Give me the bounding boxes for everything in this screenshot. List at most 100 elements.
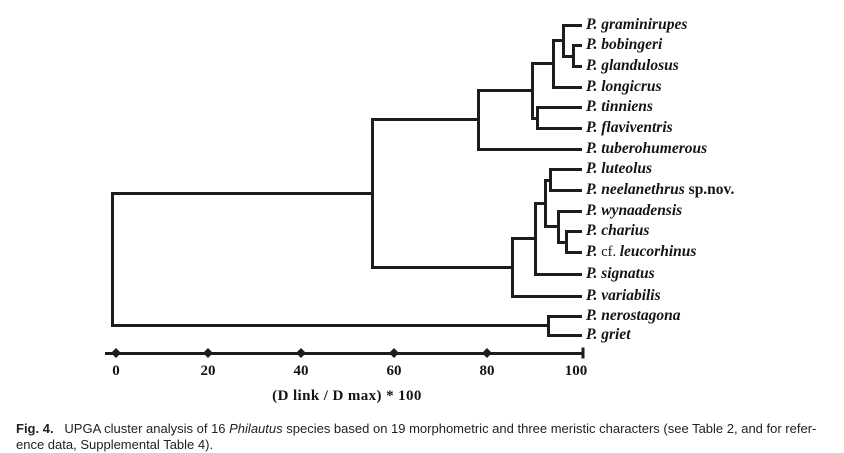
- cluster-branch: [530, 116, 539, 120]
- axis-tick-label: 100: [564, 363, 588, 379]
- leaf-branch: [564, 230, 582, 234]
- cluster-branch: [533, 201, 547, 205]
- caption-text-part: Fig. 4.: [16, 421, 54, 436]
- leaf-label-part: P. luteolus: [586, 160, 653, 178]
- axis-tick: [389, 348, 399, 358]
- axis-tick: [296, 348, 306, 358]
- leaf-branch: [571, 64, 582, 68]
- leaf-label: P. cf. leucorhinus: [586, 243, 696, 261]
- axis-tick-label: 0: [112, 363, 120, 379]
- leaf-label-part: P. charius: [586, 222, 650, 240]
- caption-text-part: species based on 19 morphometric and thr…: [282, 421, 817, 436]
- cluster-branch: [476, 89, 534, 93]
- leaf-label-part: P. neelanethrus: [586, 180, 689, 198]
- axis-tick: [203, 348, 213, 358]
- leaf-branch: [556, 209, 582, 213]
- cluster-branch: [370, 118, 480, 122]
- cluster-branch: [530, 62, 555, 66]
- cluster-join-vertical: [510, 237, 514, 298]
- leaf-label-part: P. flaviventris: [586, 118, 673, 136]
- figure-caption: Fig. 4. UPGA cluster analysis of 16 Phil…: [16, 421, 832, 453]
- leaf-label: P. griet: [586, 326, 631, 344]
- leaf-label: P. flaviventris: [586, 119, 673, 137]
- leaf-label-part: cf.: [601, 243, 620, 260]
- axis-line: [105, 351, 584, 355]
- leaf-label: P. variabilis: [586, 287, 661, 305]
- leaf-label: P. graminirupes: [586, 16, 687, 34]
- leaf-branch: [533, 272, 582, 276]
- cluster-join-vertical: [530, 62, 534, 120]
- leaf-branch: [476, 147, 582, 151]
- cluster-branch: [561, 54, 575, 58]
- cluster-branch: [551, 39, 565, 42]
- leaf-label: P. bobingeri: [586, 36, 662, 54]
- cluster-branch: [110, 324, 550, 327]
- axis-tick: [111, 348, 121, 358]
- leaf-label-part: P. wynaadensis: [586, 201, 683, 219]
- cluster-join-vertical: [546, 314, 550, 337]
- leaf-branch: [551, 85, 582, 89]
- leaf-label-part: P. graminirupes: [586, 15, 688, 33]
- cluster-join-vertical: [110, 192, 114, 327]
- leaf-label-part: P. bobingeri: [586, 36, 663, 54]
- cluster-join-vertical: [571, 44, 575, 68]
- axis-tick: [482, 348, 492, 358]
- leaf-branch: [548, 168, 582, 172]
- leaf-label: P. signatus: [586, 265, 655, 283]
- cluster-branch: [510, 237, 537, 241]
- leaf-label: P. tuberohumerous: [586, 140, 707, 158]
- cluster-branch: [370, 265, 514, 269]
- cluster-join-vertical: [533, 201, 537, 276]
- cluster-join-vertical: [370, 118, 374, 269]
- cluster-join-vertical: [561, 23, 565, 58]
- leaf-branch: [546, 314, 582, 318]
- axis-title: (D link / D max) * 100: [272, 388, 422, 404]
- leaf-label: P. wynaadensis: [586, 202, 682, 220]
- leaf-label: P. charius: [586, 222, 649, 240]
- leaf-branch: [546, 333, 582, 337]
- leaf-branch: [548, 188, 582, 192]
- leaf-label-part: P. nerostagona: [586, 306, 681, 324]
- cluster-join-vertical: [551, 39, 555, 89]
- axis-tick-label: 20: [200, 363, 216, 379]
- cluster-join-vertical: [564, 230, 568, 254]
- caption-text-part: ence data, Supplemental Table 4).: [16, 437, 214, 452]
- leaf-label: P. neelanethrus sp.nov.: [586, 181, 734, 199]
- leaf-label-part: P. tinniens: [586, 98, 653, 116]
- cluster-branch: [543, 178, 552, 182]
- cluster-join-vertical: [548, 168, 552, 192]
- leaf-label-part: P. tuberohumerous: [586, 139, 708, 157]
- leaf-branch: [535, 126, 582, 130]
- leaf-branch: [571, 44, 582, 48]
- leaf-label-part: P. variabilis: [586, 286, 661, 304]
- cluster-join-vertical: [535, 106, 539, 130]
- leaf-branch: [564, 250, 582, 254]
- axis-tick-label: 80: [479, 363, 495, 379]
- leaf-label: P. longicrus: [586, 78, 662, 96]
- leaf-label-part: P. longicrus: [586, 77, 662, 95]
- cluster-branch: [543, 225, 560, 228]
- cluster-join-vertical: [476, 89, 480, 151]
- cluster-join-vertical: [543, 178, 547, 228]
- cluster-branch: [556, 240, 568, 244]
- leaf-label-part: P. glandulosus: [586, 56, 679, 74]
- leaf-label-part: P.: [586, 242, 602, 260]
- leaf-label-part: P. griet: [586, 325, 631, 343]
- axis-end-tick: [581, 347, 585, 359]
- leaf-branch: [561, 23, 582, 27]
- cluster-join-vertical: [556, 209, 560, 244]
- caption-text-part: Philautus: [229, 421, 283, 436]
- axis-tick-label: 60: [386, 363, 402, 379]
- leaf-label: P. glandulosus: [586, 57, 679, 75]
- leaf-branch: [510, 294, 582, 298]
- leaf-label: P. tinniens: [586, 98, 653, 116]
- axis-tick-label: 40: [293, 363, 309, 379]
- leaf-branch: [535, 106, 582, 110]
- leaf-label-part: leucorhinus: [619, 242, 697, 260]
- leaf-label: P. luteolus: [586, 160, 652, 178]
- cluster-branch: [110, 192, 374, 196]
- leaf-label-part: sp.nov.: [688, 180, 735, 198]
- leaf-label: P. nerostagona: [586, 307, 680, 325]
- caption-text-part: UPGA cluster analysis of 16: [53, 421, 230, 436]
